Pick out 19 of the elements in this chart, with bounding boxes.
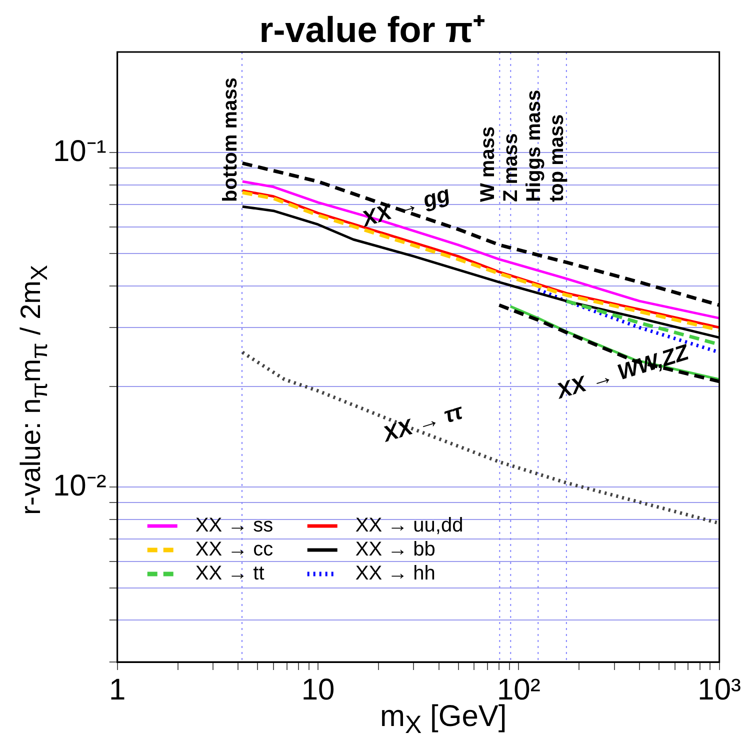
ref-line-label: Higgs mass [523, 90, 546, 202]
legend-label: XX → hh [355, 562, 436, 585]
x-axis-title: m$_{X}$ [GeV] [380, 700, 507, 740]
legend-label: XX → cc [195, 538, 274, 561]
chart-title: r-value for π⁺ [258, 8, 486, 52]
ref-line-label: bottom mass [220, 78, 242, 202]
y-tick-label: 10⁻² [53, 469, 106, 502]
x-tick-label: 10³ [698, 673, 742, 706]
legend-label: XX → ss [195, 514, 274, 537]
legend-label: XX → tt [195, 562, 265, 585]
ref-line-label: top mass [546, 114, 568, 202]
annotation: XX → ττ [378, 398, 466, 448]
y-tick-label: 10⁻¹ [53, 134, 106, 168]
ref-line-label: Z mass [500, 133, 522, 202]
x-tick-label: 10 [301, 673, 335, 706]
ref-line-label: W mass [477, 126, 500, 202]
x-tick-label: 1 [109, 673, 126, 706]
legend-label: XX → bb [355, 538, 436, 561]
legend-label: XX → uu,dd [355, 514, 464, 537]
